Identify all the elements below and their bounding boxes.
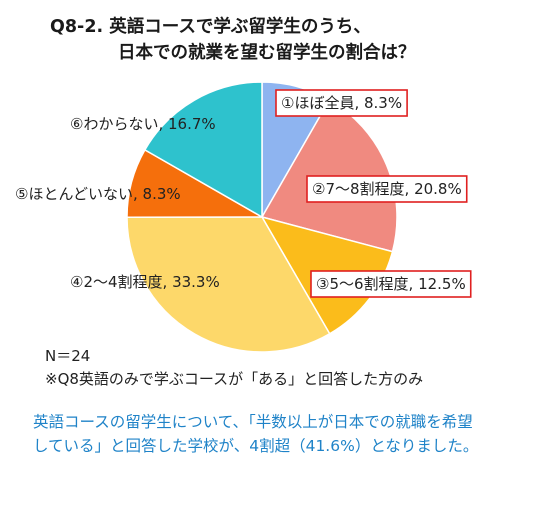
slice-label-6: ⑥わからない, 16.7%: [70, 115, 216, 133]
slice-label-2: ②7～8割程度, 20.8%: [312, 180, 462, 198]
slice-label-box-3: [310, 270, 472, 298]
summary-line1: 英語コースの留学生について、「半数以上が日本での就職を希望: [33, 413, 473, 431]
slice-labels: ①ほぼ全員, 8.3% ②7～8割程度, 20.8% ③5～6割程度, 12.5% ④…: [15, 89, 472, 298]
chart-title-line2: 日本での就業を望む留学生の割合は？: [118, 43, 416, 63]
slice-label-box-2: [306, 175, 468, 203]
slice-label-4: ④2～4割程度, 33.3%: [70, 273, 220, 291]
condition-note: ※Q8英語のみで学ぶコースが「ある」と回答した方のみ: [45, 370, 424, 388]
slice-label-1: ①ほぼ全員, 8.3%: [281, 94, 402, 112]
slice-label-5: ⑤ほとんどいない, 8.3%: [15, 185, 181, 203]
summary-line2: している」と回答した学校が、4割超（41.6%）となりました。: [33, 437, 479, 455]
sample-size-note: N＝24: [45, 347, 91, 365]
slice-label-box-1: [275, 89, 408, 117]
pie-slices: [126, 81, 398, 353]
chart-title-line1: Q8-2. 英語コースで学ぶ留学生のうち、: [50, 17, 371, 37]
slice-label-3: ③5～6割程度, 12.5%: [316, 275, 466, 293]
pie-slice-4: [126, 216, 331, 353]
pie-slice-6: [143, 81, 263, 219]
